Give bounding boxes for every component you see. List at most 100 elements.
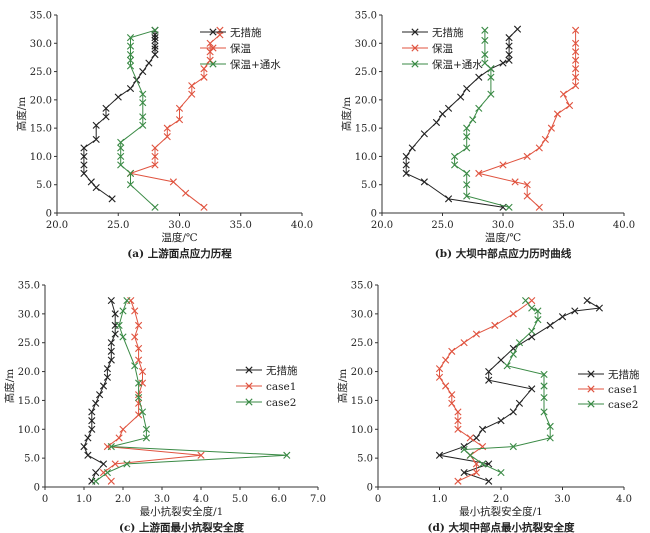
x-tick-label: 3.0	[555, 494, 571, 505]
series-line	[477, 30, 577, 208]
series-1	[435, 296, 603, 485]
data-point-marker	[475, 169, 483, 177]
data-point-marker	[515, 339, 524, 347]
data-point-marker	[466, 451, 474, 459]
legend-label: 无措施	[266, 364, 298, 377]
x-tick-label: 6.0	[271, 494, 287, 505]
data-point-marker	[509, 350, 517, 358]
data-point-marker	[472, 434, 480, 442]
data-point-marker	[131, 307, 139, 315]
legend: 无措施 case1 case2	[236, 364, 298, 409]
data-point-marker	[126, 84, 135, 93]
x-axis-title: 温度/℃	[161, 231, 198, 244]
data-point-marker	[463, 124, 471, 132]
data-point-marker	[460, 445, 468, 454]
data-point-marker	[103, 365, 111, 373]
data-point-marker	[92, 135, 100, 144]
data-point-marker	[487, 65, 495, 73]
data-point-marker	[546, 321, 554, 329]
data-point-marker	[206, 39, 214, 47]
data-point-marker	[559, 90, 568, 98]
legend-label: 无措施	[608, 368, 640, 381]
data-point-marker	[499, 161, 507, 169]
x-tick-label: 4.0	[616, 494, 632, 505]
data-point-marker	[402, 152, 410, 161]
data-point-marker	[107, 356, 115, 364]
data-point-marker	[92, 121, 100, 129]
data-point-marker	[572, 82, 580, 90]
data-point-marker	[145, 59, 153, 67]
y-tick-label: 15.0	[351, 396, 373, 407]
data-point-marker	[442, 382, 450, 390]
data-point-marker	[505, 203, 513, 211]
legend-label: 保温+通水	[230, 58, 281, 71]
y-tick-label: 10.0	[30, 152, 52, 163]
data-point-marker	[151, 203, 159, 211]
data-point-marker	[206, 56, 214, 64]
data-point-marker	[402, 161, 410, 169]
data-point-marker	[188, 82, 196, 90]
data-point-marker	[102, 113, 110, 121]
data-point-marker	[448, 399, 456, 407]
chart-panel-1: 0 5.0 10.0 15.0 20.0 25.0 30.0 35.0 20.0 25.0 30.0…	[15, 11, 313, 261]
y-tick-label: 10.0	[355, 152, 377, 163]
data-point-marker	[126, 181, 135, 189]
data-point-marker	[200, 73, 208, 81]
data-point-marker	[454, 425, 462, 433]
data-point-marker	[472, 460, 480, 468]
data-point-marker	[432, 118, 441, 127]
data-point-marker	[442, 356, 450, 364]
data-point-marker	[491, 321, 499, 329]
data-point-marker	[420, 130, 428, 138]
data-point-marker	[497, 468, 505, 477]
data-point-marker	[420, 178, 428, 186]
data-point-marker	[80, 144, 88, 152]
data-point-marker	[572, 48, 580, 56]
data-point-marker	[497, 417, 505, 425]
data-point-marker	[448, 391, 456, 399]
y-tick-label: 20.0	[18, 367, 40, 378]
series-1	[80, 296, 119, 485]
data-point-marker	[119, 333, 127, 341]
data-point-marker	[438, 110, 447, 118]
legend-label: case1	[608, 384, 638, 396]
data-point-marker	[188, 90, 196, 98]
data-point-marker	[463, 181, 471, 189]
data-point-marker	[540, 393, 548, 402]
data-point-marker	[523, 152, 531, 161]
y-tick-label: 30.0	[355, 39, 377, 50]
data-point-marker	[119, 425, 127, 433]
data-point-marker	[558, 313, 567, 321]
data-point-marker	[522, 296, 530, 305]
series-3	[117, 26, 159, 211]
data-point-marker	[99, 460, 108, 468]
data-point-marker	[503, 362, 511, 370]
data-point-marker	[485, 477, 493, 485]
x-tick-label: 1.0	[432, 494, 448, 505]
data-point-marker	[435, 451, 444, 459]
y-tick-label: 0	[367, 483, 373, 494]
data-point-marker	[80, 169, 88, 177]
data-point-marker	[107, 477, 115, 485]
data-point-marker	[460, 468, 468, 477]
data-point-marker	[572, 65, 580, 73]
x-tick-label: 35.0	[552, 220, 574, 231]
data-point-marker	[80, 161, 88, 169]
legend-label: case2	[608, 399, 638, 411]
data-point-marker	[454, 408, 462, 416]
data-point-marker	[151, 144, 159, 152]
data-point-marker	[92, 477, 100, 485]
data-point-marker	[197, 451, 205, 459]
data-point-marker	[107, 347, 115, 355]
y-tick-label: 30.0	[18, 309, 40, 320]
series-2	[126, 26, 224, 211]
data-point-marker	[103, 468, 111, 477]
figure-caption: (a) 上游面点应力历程	[127, 247, 232, 260]
data-point-marker	[460, 443, 468, 451]
data-point-marker	[534, 316, 542, 324]
legend-marker	[411, 44, 419, 52]
data-point-marker	[583, 296, 591, 305]
data-point-marker	[454, 477, 462, 485]
data-point-marker	[151, 45, 159, 53]
